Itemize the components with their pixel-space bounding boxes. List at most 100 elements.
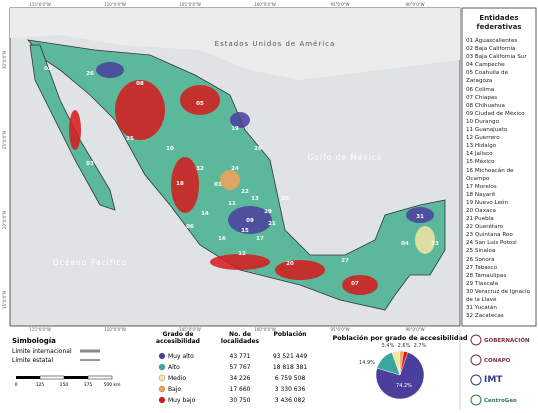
table-header: Grado de accesibilidad [156,331,200,345]
sidebar-frame [461,7,537,327]
state-label: 10 [166,146,174,152]
lat-label: 30°0'0"N [2,51,7,69]
state-label: 15 [241,228,249,234]
entity: 16 Michoacán de Ocampo [466,167,514,182]
state-label: 16 [218,236,226,242]
logo-icon [470,394,482,406]
pie-label: 2.6% [398,343,411,349]
state-label: 06 [186,224,194,230]
scale-seg [39,375,65,380]
scale-seg [87,375,113,380]
entity: 24 San Luis Potosí [466,240,517,247]
pie-title: Población por grado de accesibilidad [332,334,467,342]
state-label: 01 [214,182,222,188]
pie-label: 14.9% [359,360,375,366]
table-cell: Muy alto [168,353,194,360]
lon-label: 90°0'0"W [405,327,424,332]
state-label: 03 [86,161,94,167]
state-label: 21 [268,221,276,227]
state-label: 18 [176,181,184,187]
state-label: 20 [286,261,294,267]
legend-title: Simbología [12,337,56,345]
state-label: 29 [264,209,272,215]
table-cell: Bajo [168,386,181,393]
entity: 20 Oaxaca [466,207,496,214]
logo-icon [470,354,482,366]
logo-text: CentroGeo [484,398,517,404]
table-cell: Muy bajo [168,397,196,404]
lon-label: 90°0'0"W [405,2,424,7]
class-swatch [158,352,166,360]
state-label: 09 [246,218,254,224]
table-cell: 6 759 508 [275,375,306,382]
legend-item: Límite internacional [12,348,72,355]
state-label: 02 [44,66,52,72]
patch [275,260,325,280]
pie-slice [399,351,409,376]
sidebar-title: Entidades federativas [476,14,522,31]
entity: 22 Querétaro [466,224,504,231]
lon-label: 100°0'0"W [254,327,276,332]
entity: 08 Chihuahua [466,102,505,109]
state-label: 04 [401,241,409,247]
entity: 31 Yucatán [466,305,497,312]
entity: 19 Nuevo León [466,199,509,206]
patch [180,85,220,115]
entity: 21 Puebla [466,216,494,223]
state-label: 24 [231,166,239,172]
scale-label: 500 km [103,382,120,388]
entity: 25 Sinaloa [466,248,496,255]
class-swatch [158,385,166,393]
sidebar: Entidades federativas 01 Aguascalientes 0… [464,9,534,324]
entity: 28 Tamaulipas [466,272,507,279]
entity: 04 Campeche [466,62,505,69]
state-label: 05 [196,101,204,107]
entity: 18 Nayarit [466,191,496,198]
entity-list: 01 Aguascalientes 02 Baja California 03 Ba… [464,37,534,320]
entity: 27 Tabasco [466,264,498,271]
lon-label: 110°0'0"W [104,2,126,7]
patch [406,207,434,223]
gulf-label: Golfo de México [307,153,382,162]
entity: 09 Ciudad de México [466,110,525,117]
lat-label: 15°0'0"N [2,291,7,309]
patch [228,206,272,234]
scale-label: 0 [15,382,18,388]
state-label: 28 [254,146,262,152]
state-label: 26 [86,71,94,77]
lat-label: 20°0'0"N [2,211,7,229]
pie-label: 2.7% [414,343,427,349]
table-cell: 17 660 [230,386,251,393]
pie-label: 74.2% [396,383,412,389]
lon-label: 95°0'0"W [330,327,349,332]
patch [415,226,435,254]
table-cell: 30 750 [230,397,251,404]
table-header: Población [274,331,307,338]
lon-label: 100°0'0"W [254,2,276,7]
state-label: 13 [251,196,259,202]
state-label: 07 [351,281,359,287]
lon-label: 115°0'0"W [29,327,51,332]
table-cell: 3 330 636 [275,386,306,393]
state-label: 25 [126,136,134,142]
entity: 02 Baja California [466,46,516,53]
class-swatch [158,396,166,404]
scale-seg [16,376,40,379]
entity: 26 Sonora [466,256,495,263]
logo-icon [470,374,482,386]
lon-label: 105°0'0"W [179,327,201,332]
table-cell: 57 767 [230,364,251,371]
patch [230,112,250,128]
lon-label: 105°0'0"W [179,2,201,7]
patch [115,80,165,140]
table-cell: 3 436 082 [275,397,306,404]
state-label: 27 [341,258,349,264]
entity: 07 Chiapas [466,94,498,101]
lon-label: 95°0'0"W [330,2,349,7]
class-swatch [158,374,166,382]
country-label: Estados Unidos de América [215,40,336,48]
state-label: 23 [431,241,439,247]
entity: 23 Quintana Roo [466,232,513,239]
